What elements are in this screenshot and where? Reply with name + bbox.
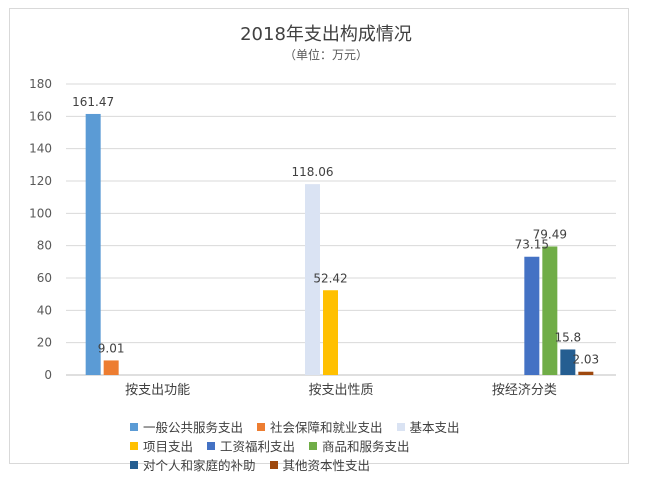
chart-frame: 2018年支出构成情况 （单位：万元） 0 20 40 60 80 100 120 140 16… [9, 8, 629, 473]
data-label: 79.49 [533, 227, 567, 241]
legend-item: 社会保障和就业支出 [257, 417, 383, 436]
legend: 一般公共服务支出 社会保障和就业支出 基本支出 项目支出 工资福利支出 商品和服务支出 对个… [130, 417, 570, 474]
legend-item: 项目支出 [130, 436, 193, 455]
x-category-label: 按经济分类 [492, 383, 557, 398]
y-tick-label: 60 [37, 271, 52, 285]
bar-社会保障和就业支出 [103, 360, 119, 375]
x-category-label: 按支出功能 [125, 383, 190, 398]
legend-label: 社会保障和就业支出 [270, 420, 383, 435]
legend-label: 一般公共服务支出 [143, 420, 244, 435]
y-tick-label: 120 [29, 174, 52, 188]
legend-swatch [257, 422, 266, 431]
legend-label: 其他资本性支出 [282, 458, 371, 473]
data-label: 118.06 [292, 165, 334, 179]
chart-title: 2018年支出构成情况 [240, 24, 412, 45]
legend-row: 项目支出 工资福利支出 商品和服务支出 [130, 436, 570, 455]
legend-item: 基本支出 [396, 417, 460, 436]
y-tick-label: 0 [44, 368, 52, 382]
bar-其他资本性支出 [578, 371, 594, 375]
y-tick-label: 140 [29, 142, 52, 156]
bar-项目支出 [323, 290, 338, 375]
bar-基本支出 [305, 184, 320, 375]
y-tick-label: 160 [29, 109, 52, 123]
data-label: 73.15 [515, 238, 549, 252]
y-tick-label: 100 [29, 206, 52, 220]
bar-一般公共服务支出 [85, 113, 101, 375]
data-label: 2.03 [572, 353, 599, 367]
legend-swatch [130, 460, 138, 469]
data-label: 161.47 [72, 95, 114, 109]
legend-swatch [130, 441, 138, 450]
legend-item: 工资福利支出 [207, 436, 295, 455]
y-tick-label: 40 [37, 303, 52, 317]
legend-swatch [207, 441, 216, 450]
bar-工资福利支出 [524, 256, 540, 375]
legend-row: 一般公共服务支出 社会保障和就业支出 基本支出 [130, 417, 570, 436]
y-tick-label: 180 [29, 77, 52, 91]
legend-item: 商品和服务支出 [309, 436, 410, 455]
y-tick-label: 20 [37, 336, 52, 350]
data-label: 15.8 [554, 330, 581, 344]
x-category-label: 按支出性质 [308, 383, 373, 398]
legend-swatch [130, 422, 138, 431]
legend-swatch [269, 460, 278, 469]
bar-商品和服务支出 [542, 246, 558, 375]
legend-swatch [309, 441, 318, 450]
legend-item: 对个人和家庭的补助 [130, 455, 256, 474]
legend-label: 对个人和家庭的补助 [143, 458, 256, 473]
legend-item: 其他资本性支出 [269, 455, 371, 474]
legend-row: 对个人和家庭的补助 其他资本性支出 [130, 455, 570, 474]
legend-label: 基本支出 [409, 420, 460, 435]
y-tick-label: 80 [37, 239, 52, 253]
legend-label: 项目支出 [143, 439, 194, 454]
legend-label: 商品和服务支出 [322, 439, 410, 454]
legend-label: 工资福利支出 [220, 439, 296, 454]
legend-item: 一般公共服务支出 [130, 417, 243, 436]
data-label: 9.01 [98, 341, 125, 355]
data-label: 52.42 [313, 271, 347, 285]
chart-subtitle: （单位：万元） [284, 47, 368, 62]
legend-swatch [396, 422, 405, 431]
bar-对个人和家庭的补助 [560, 349, 576, 375]
bar-chart: 2018年支出构成情况 （单位：万元） 0 20 40 60 80 100 120 140 16… [29, 24, 616, 398]
